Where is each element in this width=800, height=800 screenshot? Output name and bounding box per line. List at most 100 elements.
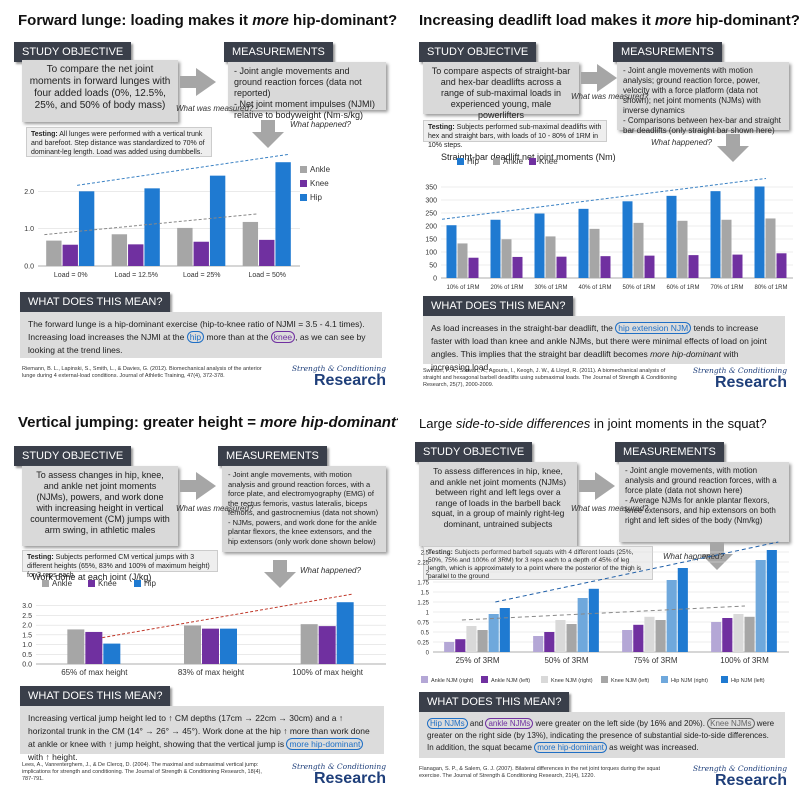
- what-does-header: WHAT DOES THIS MEAN?: [20, 292, 171, 312]
- legend-label: Hip NJM (left): [731, 678, 765, 684]
- arrow-down-icon: [252, 120, 284, 148]
- measurements-header: MEASUREMENTS: [224, 42, 333, 62]
- arrow-right-icon: [180, 68, 216, 96]
- bar: [577, 598, 588, 652]
- arrow-down-icon: [717, 134, 749, 162]
- bar: [776, 253, 787, 278]
- knee-highlight: knee: [270, 331, 296, 343]
- bar: [336, 602, 354, 664]
- legend-swatch: [88, 580, 95, 587]
- bar: [111, 234, 128, 266]
- testing-note: Testing: All lunges were performed with …: [26, 127, 212, 157]
- bar: [710, 191, 721, 278]
- panel-title: Forward lunge: loading makes it more hip…: [18, 12, 398, 29]
- bar: [300, 624, 318, 664]
- y-tick-label: 2.25: [417, 561, 429, 567]
- bar: [490, 219, 501, 278]
- bar: [633, 624, 644, 652]
- bar: [644, 255, 655, 278]
- legend-swatch: [481, 676, 488, 683]
- measurements-text: - Joint angle movements, with motion ana…: [619, 462, 789, 542]
- measurements-header: MEASUREMENTS: [613, 42, 722, 62]
- panel-vertical-jump: Vertical jumping: greater height = more …: [0, 402, 398, 800]
- category-label: 100% of 3RM: [720, 656, 769, 665]
- study-objective-text: To compare aspects of straight-bar and h…: [423, 62, 579, 120]
- y-tick-label: 0.5: [22, 652, 32, 659]
- category-label: 10% of 1RM: [446, 285, 479, 291]
- bar: [533, 636, 544, 652]
- category-label: 25% of 3RM: [455, 656, 499, 665]
- bar: [688, 255, 699, 278]
- legend-swatch: [42, 580, 49, 587]
- y-tick-label: 2.5: [421, 551, 430, 557]
- y-tick-label: 250: [425, 211, 437, 218]
- measurements-text: - Joint angle movements, with motion ana…: [222, 466, 386, 552]
- lunge-chart: 0.0 1.0 2.0 Load = 0% Load = 12.5% Load = 25%…: [0, 150, 398, 292]
- bar: [444, 642, 455, 652]
- y-tick-label: 1.5: [421, 591, 430, 597]
- arrow-right-icon: [180, 472, 216, 500]
- bar: [555, 620, 566, 652]
- y-tick-label: 0.0: [22, 662, 32, 669]
- journal-logo: Strength & Conditioning Research: [692, 764, 787, 789]
- bar: [457, 243, 468, 278]
- category-label: 50% of 1RM: [622, 285, 655, 291]
- category-label: 83% of max height: [178, 668, 245, 677]
- panel-title: Increasing deadlift load makes it more h…: [419, 12, 799, 29]
- chart-title: Work done at each joint (J/kg): [32, 572, 151, 582]
- legend-label: Ankle NJM (right): [431, 678, 474, 684]
- category-label: 40% of 1RM: [578, 285, 611, 291]
- trend-line: [102, 593, 352, 639]
- study-objective-text: To assess changes in hip, knee, and ankl…: [22, 466, 178, 546]
- bar: [566, 624, 577, 652]
- bar: [103, 643, 121, 664]
- journal-logo: Strength & Conditioning Research: [291, 364, 386, 389]
- hip-highlight: hip extension NJM: [615, 322, 692, 334]
- bar: [318, 626, 336, 664]
- legend-swatch: [721, 676, 728, 683]
- legend-swatch: [493, 158, 500, 165]
- study-objective-header: STUDY OBJECTIVE: [14, 42, 132, 62]
- category-label: 75% of 3RM: [633, 656, 677, 665]
- category-label: 80% of 1RM: [754, 285, 787, 291]
- bar: [545, 236, 556, 278]
- citation: Riemann, B. L., Lapinski, S., Smith, L.,…: [22, 366, 262, 379]
- category-label: 65% of max height: [61, 668, 128, 677]
- meaning-text: Increasing vertical jump height led to ↑…: [20, 706, 384, 762]
- bar: [600, 256, 611, 278]
- journal-logo: Strength & Conditioning Research: [291, 762, 386, 787]
- journal-logo: Strength & Conditioning Research: [692, 366, 787, 391]
- testing-note: Testing: Subjects performed sub-maximal …: [423, 120, 607, 149]
- legend-label: Ankle: [503, 157, 524, 166]
- bar: [732, 254, 743, 278]
- y-tick-label: 1.0: [24, 226, 34, 233]
- bar: [446, 225, 457, 278]
- bar: [46, 240, 62, 266]
- bar: [588, 588, 599, 652]
- bar: [721, 219, 732, 278]
- bar: [209, 175, 226, 266]
- legend-swatch: [457, 158, 464, 165]
- bar: [666, 580, 677, 652]
- chart-svg: Work done at each joint (J/kg) 0.0 0.5 1.0 1…: [22, 572, 386, 677]
- category-label: 20% of 1RM: [490, 285, 523, 291]
- category-label: 50% of 3RM: [544, 656, 588, 665]
- bar: [733, 614, 744, 652]
- study-objective-text: To assess differences in hip, knee, and …: [419, 462, 577, 546]
- bar: [711, 622, 722, 652]
- y-tick-label: 100: [425, 250, 437, 257]
- y-tick-label: 2.0: [22, 623, 32, 630]
- y-tick-label: 0: [433, 276, 437, 283]
- legend-label: Knee NJM (right): [551, 678, 593, 684]
- what-happened-note: What happened?: [300, 566, 361, 575]
- knee-highlight: Knee NJMs: [707, 718, 755, 729]
- y-tick-label: 300: [425, 198, 437, 205]
- legend-label: Knee: [98, 579, 117, 588]
- bar: [78, 191, 95, 266]
- category-label: Load = 25%: [183, 272, 221, 279]
- category-label: Load = 0%: [54, 272, 88, 279]
- bar: [589, 228, 600, 278]
- bar: [677, 568, 688, 652]
- legend-swatch: [661, 676, 668, 683]
- legend-swatch: [541, 676, 548, 683]
